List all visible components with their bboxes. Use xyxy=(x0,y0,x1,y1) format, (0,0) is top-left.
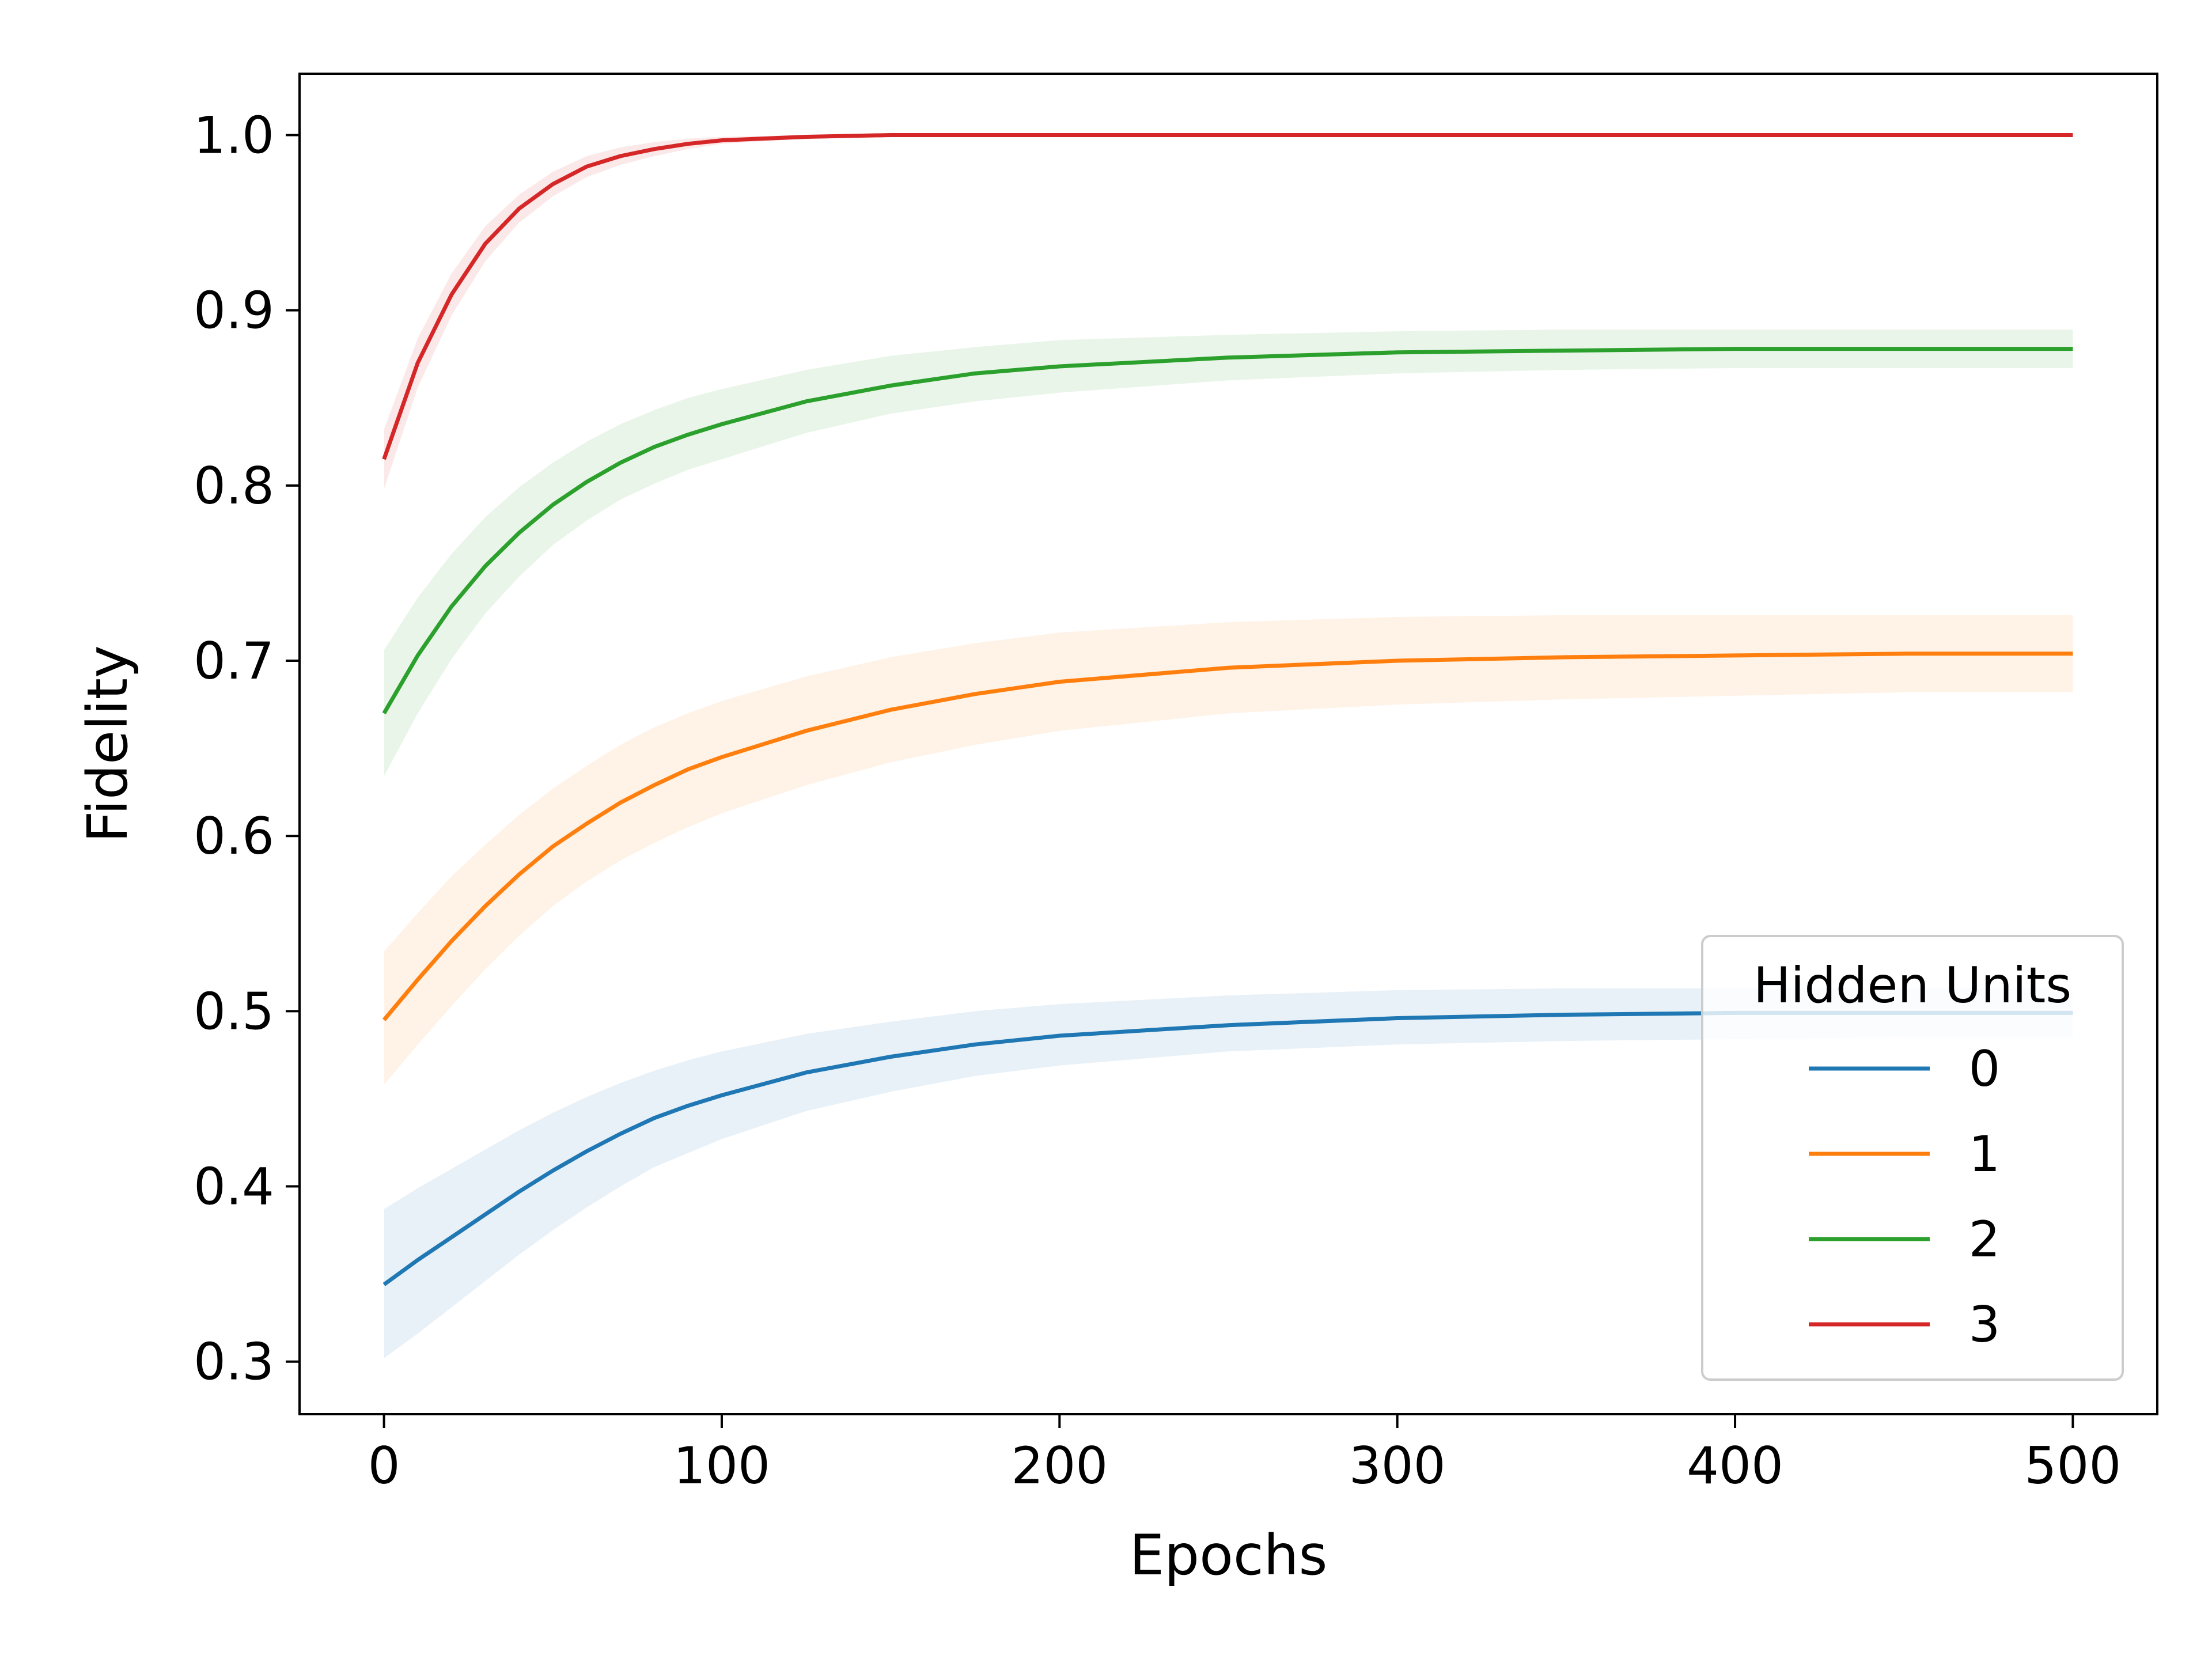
x-tick-label: 300 xyxy=(1349,1436,1446,1495)
line-series-0 xyxy=(382,1010,2073,1286)
x-tick-label: 500 xyxy=(2024,1436,2121,1495)
y-tick-label: 0.5 xyxy=(194,982,274,1041)
legend-label-0: 0 xyxy=(1969,1040,2001,1098)
x-axis-ticks: 0 100 200 300 400 500 xyxy=(368,1414,2121,1495)
x-axis-label: Epochs xyxy=(1130,1523,1328,1588)
legend-label-2: 2 xyxy=(1969,1211,2001,1268)
y-axis-ticks: 0.3 0.4 0.5 0.6 0.7 0.8 0.9 1.0 xyxy=(194,105,300,1392)
y-tick-label: 0.7 xyxy=(194,631,274,691)
plot-frame xyxy=(298,73,2158,1415)
band-series-0 xyxy=(384,988,2073,1358)
y-tick-label: 0.4 xyxy=(194,1157,274,1217)
x-tick-label: 100 xyxy=(673,1436,770,1495)
legend-label-1: 1 xyxy=(1969,1126,2001,1183)
x-tick-label: 0 xyxy=(368,1436,400,1495)
legend-label-3: 3 xyxy=(1969,1296,2001,1354)
y-tick-label: 0.9 xyxy=(194,281,274,340)
line-series-1 xyxy=(382,652,2073,1021)
legend-items: 0 1 2 3 xyxy=(1809,1040,2000,1354)
series-lines xyxy=(382,133,2073,1286)
legend: Hidden Units 0 1 2 3 xyxy=(1701,935,2124,1381)
line-series-3 xyxy=(382,133,2073,460)
y-tick-label: 1.0 xyxy=(194,105,274,165)
y-tick-label: 0.3 xyxy=(194,1332,274,1392)
x-tick-label: 200 xyxy=(1011,1436,1108,1495)
y-tick-label: 0.8 xyxy=(194,456,274,516)
legend-title: Hidden Units xyxy=(1753,957,2071,1014)
x-tick-label: 400 xyxy=(1687,1436,1783,1495)
y-tick-label: 0.6 xyxy=(194,806,274,866)
line-series-2 xyxy=(382,347,2073,715)
legend-box xyxy=(1701,935,2124,1381)
y-axis-label: Fidelity xyxy=(75,645,140,843)
